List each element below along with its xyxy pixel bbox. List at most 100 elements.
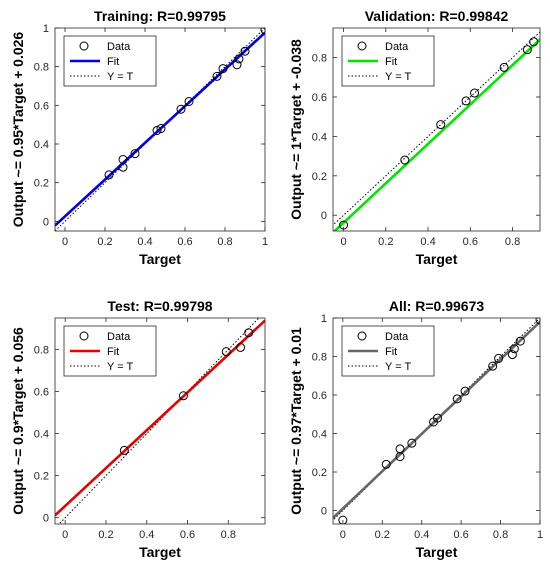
data-point (338, 515, 348, 524)
y-tick-label: 0.8 (312, 352, 327, 364)
y-tick-label: 0 (321, 506, 327, 518)
x-tick-label: 1 (537, 529, 543, 541)
x-tick-label: 0.6 (463, 236, 478, 248)
legend: Data Fit Y = T (341, 325, 435, 377)
data-point (522, 45, 532, 55)
x-tick-label: 0 (340, 529, 346, 541)
axes-box (54, 317, 266, 525)
data-point (236, 342, 246, 352)
legend: Data Fit Y = T (63, 325, 157, 377)
x-tick-label: 0.2 (98, 529, 113, 541)
axes-box (332, 317, 541, 525)
legend-data-label: Data (385, 41, 409, 53)
legend-data-label: Data (107, 41, 131, 53)
data-point (470, 88, 480, 98)
data-point (499, 62, 509, 72)
x-tick-label: 0.4 (414, 529, 429, 541)
data-point (407, 438, 417, 448)
regression-panel: 0 0.2 0.4 0.6 0.8 1 0 0.2 0.4 0.6 0.8 1 Training: R=… (10, 8, 268, 267)
legend-data-marker (357, 331, 367, 341)
legend-fit-label: Fit (107, 56, 119, 68)
x-tick-label: 1 (262, 236, 268, 248)
legend-data-marker (357, 41, 367, 51)
x-axis-label: Target (416, 251, 458, 267)
x-tick-label: 0 (340, 236, 346, 248)
regression-panel: 0 0.2 0.4 0.6 0.8 0 0.2 0.4 0.6 0.8 Test: R=0.9979… (10, 298, 266, 560)
x-tick-label: 0.8 (217, 236, 232, 248)
legend: Data Fit Y = T (341, 35, 435, 87)
data-point (461, 96, 471, 106)
x-tick-label: 0.4 (420, 236, 435, 248)
x-tick-label: 0.2 (378, 236, 393, 248)
x-tick-label: 0.8 (221, 529, 236, 541)
legend: Data Fit Y = T (63, 35, 157, 87)
data-point (395, 444, 405, 454)
data-point (176, 104, 186, 114)
y-tick-label: 0.2 (34, 471, 49, 483)
data-point (130, 149, 140, 159)
reference-line-y-equals-t (58, 318, 260, 524)
data-point (515, 336, 525, 346)
legend-data-label: Data (385, 331, 409, 343)
legend-fit-label: Fit (385, 56, 397, 68)
x-tick-label: 0.8 (505, 236, 520, 248)
x-axis-label: Target (139, 251, 181, 267)
data-point (118, 154, 128, 164)
axes-box (332, 27, 541, 232)
plot-content (55, 318, 265, 524)
data-point (234, 54, 244, 64)
legend-data-marker (79, 41, 89, 51)
fit-line (333, 320, 540, 519)
data-point (218, 64, 228, 74)
x-tick-label: 0 (62, 529, 68, 541)
y-tick-label: 1 (321, 313, 327, 325)
data-point (432, 413, 442, 423)
plot-content (333, 318, 540, 524)
chart-title: Validation: R=0.99842 (365, 8, 509, 24)
data-point (260, 28, 265, 35)
data-point (184, 96, 194, 106)
data-point (535, 318, 540, 325)
y-axis-label: Output ~= 0.97*Target + 0.01 (288, 327, 304, 515)
data-point (507, 350, 517, 360)
y-tick-label: 0.8 (34, 345, 49, 357)
data-point (244, 328, 254, 338)
y-tick-label: 0.4 (312, 429, 327, 441)
reference-line-y-equals-t (333, 31, 540, 226)
x-tick-label: 0.4 (137, 236, 152, 248)
x-tick-label: 0 (62, 236, 68, 248)
data-point (494, 353, 504, 363)
legend-fit-label: Fit (107, 346, 119, 358)
legend-reference-label: Y = T (107, 361, 133, 373)
y-tick-label: 0 (321, 210, 327, 222)
regression-panel: 0 0.2 0.4 0.6 0.8 0 0.2 0.4 0.6 0.8 Validation: R=… (288, 8, 541, 267)
legend-reference-label: Y = T (385, 71, 411, 83)
y-tick-label: 0.8 (34, 62, 49, 74)
data-point (529, 37, 539, 47)
data-point (240, 46, 250, 56)
y-tick-label: 0.6 (312, 390, 327, 402)
x-tick-label: 0.2 (97, 236, 112, 248)
x-tick-label: 0.8 (493, 529, 508, 541)
y-tick-label: 0.2 (312, 171, 327, 183)
y-tick-label: 0.4 (34, 139, 49, 151)
data-point (212, 71, 222, 81)
legend-data-marker (79, 331, 89, 341)
data-point (452, 394, 462, 404)
data-point (381, 459, 391, 469)
data-point (400, 155, 410, 165)
y-tick-label: 0.8 (312, 53, 327, 65)
regression-panel: 0 0.2 0.4 0.6 0.8 1 0 0.2 0.4 0.6 0.8 1 All: R=0.996… (288, 298, 543, 560)
chart-title: Training: R=0.99795 (94, 8, 226, 24)
fit-line (55, 31, 265, 227)
data-point (152, 125, 162, 135)
legend-reference-label: Y = T (385, 361, 411, 373)
data-point (436, 120, 446, 130)
axes-box (54, 27, 266, 232)
chart-title: Test: R=0.99798 (107, 298, 212, 314)
y-axis-label: Output ~= 1*Target + -0.038 (288, 39, 304, 220)
x-tick-label: 0.2 (375, 529, 390, 541)
x-tick-label: 0.6 (180, 529, 195, 541)
legend-fit-label: Fit (385, 346, 397, 358)
